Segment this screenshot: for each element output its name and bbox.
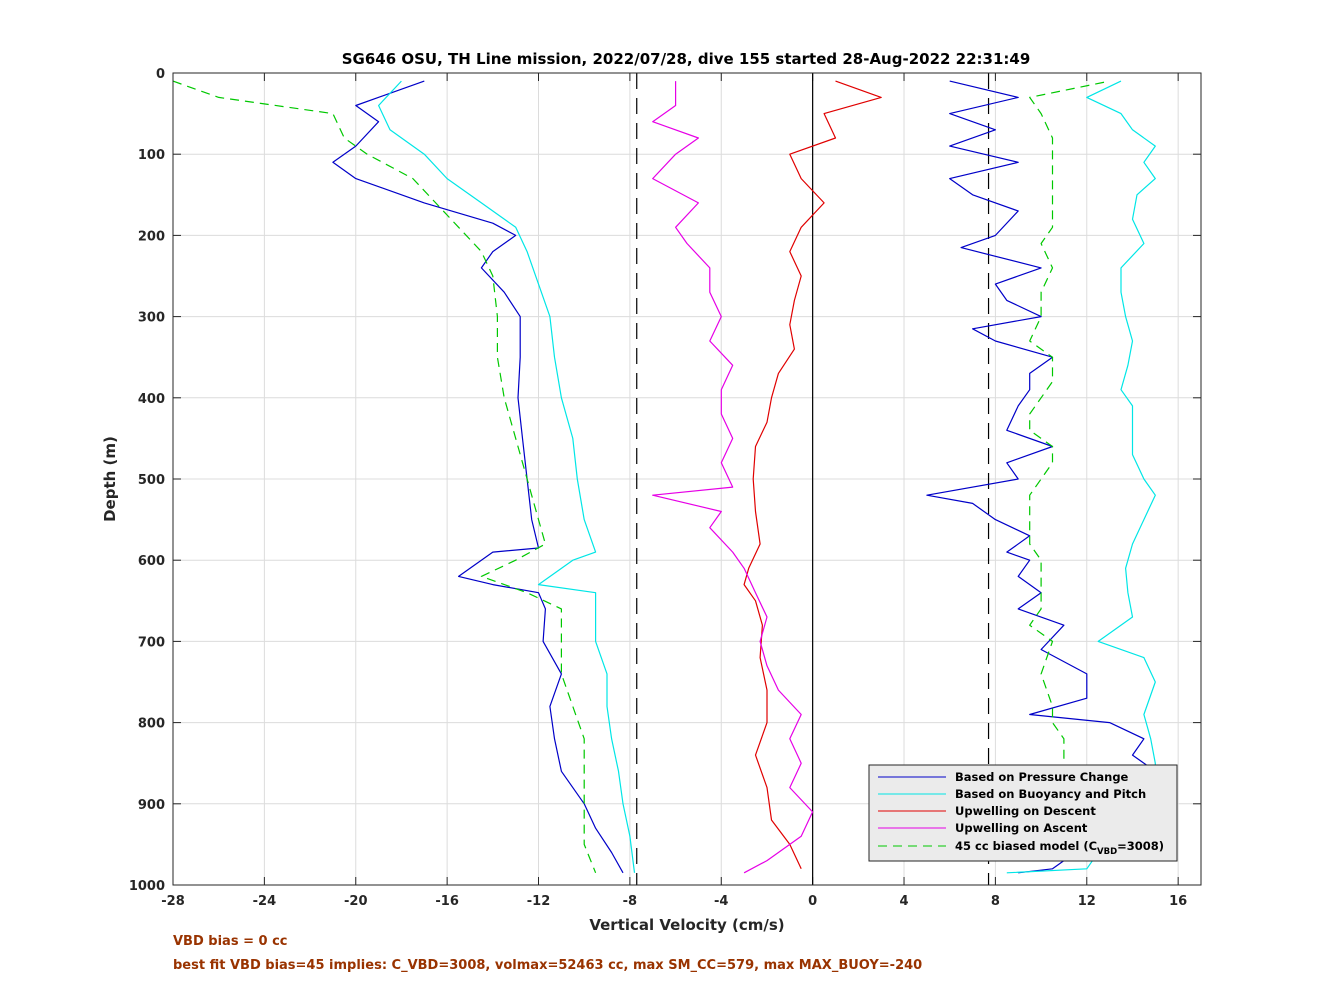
vbd-bias-note: VBD bias = 0 cc	[173, 934, 288, 949]
reference-lines	[636, 73, 990, 885]
legend-label-ascent: Upwelling on Ascent	[955, 821, 1088, 835]
series-line-1-ascent	[1006, 80, 1168, 874]
x-tick-label: 12	[1078, 894, 1096, 909]
x-tick-label: -16	[435, 894, 459, 909]
y-tick-label: 200	[138, 229, 165, 244]
plot-frame	[172, 72, 1202, 886]
x-tick-label: -20	[344, 894, 368, 909]
x-tick-label: -4	[714, 894, 728, 909]
x-tick-label: -8	[623, 894, 637, 909]
y-tick-label: 900	[138, 798, 165, 813]
x-tick-label: -12	[527, 894, 551, 909]
legend-label-pressure: Based on Pressure Change	[955, 770, 1129, 784]
y-tick-labels: 0 100 200 300 400 500 600 700 800 900 1000	[129, 67, 165, 894]
x-axis-label: Vertical Velocity (cm/s)	[589, 916, 784, 934]
series-group	[172, 80, 1168, 874]
series-line-1-descent	[378, 80, 636, 873]
y-tick-label: 300	[138, 311, 165, 326]
y-tick-label: 500	[138, 473, 165, 488]
series-line-4-ascent	[1029, 80, 1110, 861]
legend-label-biased: 45 cc biased model (CVBD=3008)	[955, 839, 1164, 857]
y-tick-label: 800	[138, 717, 165, 732]
grid-lines	[172, 72, 1201, 886]
y-tick-label: 1000	[129, 879, 165, 894]
x-tick-label: 8	[991, 894, 1000, 909]
x-tick-labels: -28 -24 -20 -16 -12 -8 -4 0 4 8 12 16	[161, 894, 1187, 909]
legend-label-buoyancy: Based on Buoyancy and Pitch	[955, 787, 1146, 801]
x-tick-label: 0	[808, 894, 817, 909]
legend-box	[868, 764, 1178, 862]
y-axis-label: Depth (m)	[101, 436, 119, 522]
series-line-3-ascent	[652, 81, 814, 874]
x-tick-label: -24	[253, 894, 277, 909]
y-tick-label: 600	[138, 554, 165, 569]
x-tick-label: 16	[1169, 894, 1187, 909]
y-tick-label: 0	[156, 67, 165, 82]
x-tick-label: -28	[161, 894, 185, 909]
series-line-0-ascent	[926, 80, 1168, 874]
legend: Based on Pressure Change Based on Buoyan…	[868, 764, 1178, 862]
series-line-4-descent	[172, 80, 597, 874]
legend-label-descent: Upwelling on Descent	[955, 804, 1096, 818]
series-line-2-descent	[743, 80, 882, 870]
y-tick-label: 700	[138, 635, 165, 650]
x-tick-label: 4	[899, 894, 908, 909]
chart-title: SG646 OSU, TH Line mission, 2022/07/28, …	[342, 50, 1031, 68]
y-tick-label: 400	[138, 392, 165, 407]
vbd-fit-summary: best fit VBD bias=45 implies: C_VBD=3008…	[173, 958, 923, 973]
y-tick-label: 100	[138, 148, 165, 163]
